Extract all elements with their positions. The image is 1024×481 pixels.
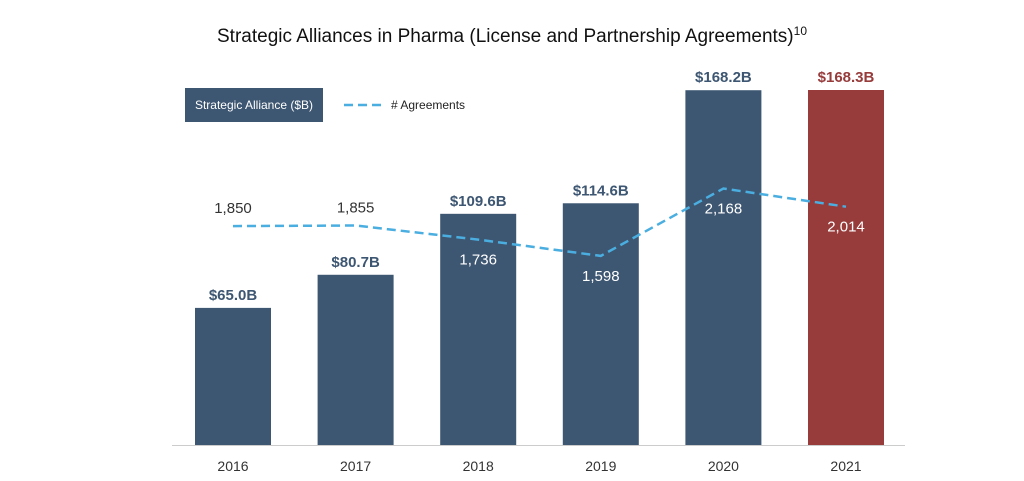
bar-2018 <box>440 213 517 445</box>
legend-bar-swatch <box>185 88 323 122</box>
bar-2020 <box>685 90 762 445</box>
x-tick-label-2017: 2017 <box>340 458 371 474</box>
bar-2021 <box>808 90 884 445</box>
bar-2019 <box>562 203 639 445</box>
bar-value-label-2020: $168.2B <box>695 69 752 86</box>
agreements-value-label-2017: 1,855 <box>337 199 375 216</box>
bar-2016 <box>195 307 271 445</box>
chart-title: Strategic Alliances in Pharma (License a… <box>217 24 807 47</box>
x-tick-label-2016: 2016 <box>217 458 248 474</box>
x-tick-label-2019: 2019 <box>585 458 616 474</box>
agreements-line <box>232 187 847 258</box>
bar-value-label-2018: $109.6B <box>450 193 507 210</box>
agreements-value-label-2021: 2,014 <box>827 219 865 236</box>
agreements-value-label-2016: 1,850 <box>214 200 252 217</box>
chart-title-superscript: 10 <box>794 24 808 38</box>
bar-value-label-2017: $80.7B <box>331 254 380 271</box>
legend-bar-label: Strategic Alliance ($B) <box>195 98 313 112</box>
agreements-value-label-2018: 1,736 <box>459 252 497 269</box>
x-tick-label-2021: 2021 <box>830 458 861 474</box>
x-tick-label-2020: 2020 <box>708 458 739 474</box>
agreements-value-label-2019: 1,598 <box>582 268 620 285</box>
legend-line-label: # Agreements <box>391 98 465 112</box>
x-tick-label-2018: 2018 <box>463 458 494 474</box>
bar-2017 <box>317 274 394 445</box>
bar-value-label-2019: $114.6B <box>573 182 629 199</box>
bar-value-label-2016: $65.0B <box>209 287 258 304</box>
chart-title-main: Strategic Alliances in Pharma (License a… <box>217 26 794 47</box>
bar-value-label-2021: $168.3B <box>818 69 875 86</box>
agreements-value-label-2020: 2,168 <box>705 200 743 217</box>
